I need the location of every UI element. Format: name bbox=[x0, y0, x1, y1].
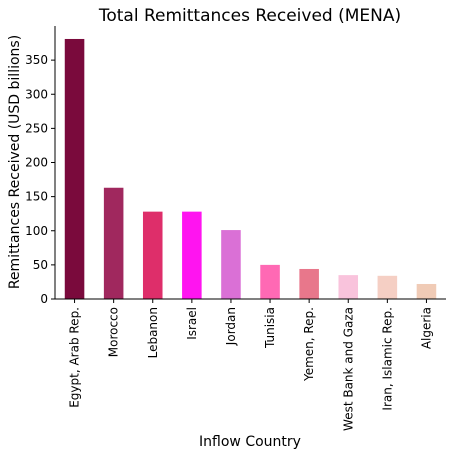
x-tick-label: Jordan bbox=[224, 307, 238, 346]
x-axis-label: Inflow Country bbox=[199, 434, 301, 450]
bar-9 bbox=[417, 284, 437, 299]
chart-title: Total Remittances Received (MENA) bbox=[98, 6, 401, 26]
bar-2 bbox=[143, 212, 163, 299]
x-tick-label: West Bank and Gaza bbox=[341, 307, 355, 431]
bar-8 bbox=[378, 276, 398, 299]
x-tick-label: Iran, Islamic Rep. bbox=[380, 307, 394, 411]
x-tick-label: Algeria bbox=[419, 307, 433, 349]
x-tick-label: Yemen, Rep. bbox=[302, 307, 316, 382]
y-tick-label: 200 bbox=[25, 156, 48, 170]
y-tick-label: 50 bbox=[33, 258, 48, 272]
bars-group bbox=[65, 39, 436, 299]
x-tick-label: Israel bbox=[185, 307, 199, 340]
y-tick-label: 100 bbox=[25, 224, 48, 238]
x-tick-label: Tunisia bbox=[263, 307, 277, 349]
x-axis-ticks: Egypt, Arab Rep. Morocco Lebanon Israel Jord… bbox=[68, 299, 434, 431]
bar-5 bbox=[260, 265, 280, 299]
x-tick-label: Lebanon bbox=[146, 307, 160, 358]
y-axis-ticks: 0 50 100 150 200 250 300 350 bbox=[25, 53, 55, 306]
bar-3 bbox=[182, 212, 202, 299]
y-tick-label: 250 bbox=[25, 121, 48, 135]
y-tick-label: 300 bbox=[25, 87, 48, 101]
bar-6 bbox=[299, 269, 319, 299]
x-tick-label: Morocco bbox=[107, 307, 121, 357]
y-axis-label: Remittances Received (USD billions) bbox=[7, 35, 23, 289]
bar-0 bbox=[65, 39, 85, 299]
bar-7 bbox=[338, 275, 358, 299]
y-tick-label: 350 bbox=[25, 53, 48, 67]
y-tick-label: 0 bbox=[40, 292, 48, 306]
bar-4 bbox=[221, 230, 241, 299]
x-tick-label: Egypt, Arab Rep. bbox=[68, 307, 82, 408]
bar-1 bbox=[104, 188, 124, 299]
y-tick-label: 150 bbox=[25, 190, 48, 204]
